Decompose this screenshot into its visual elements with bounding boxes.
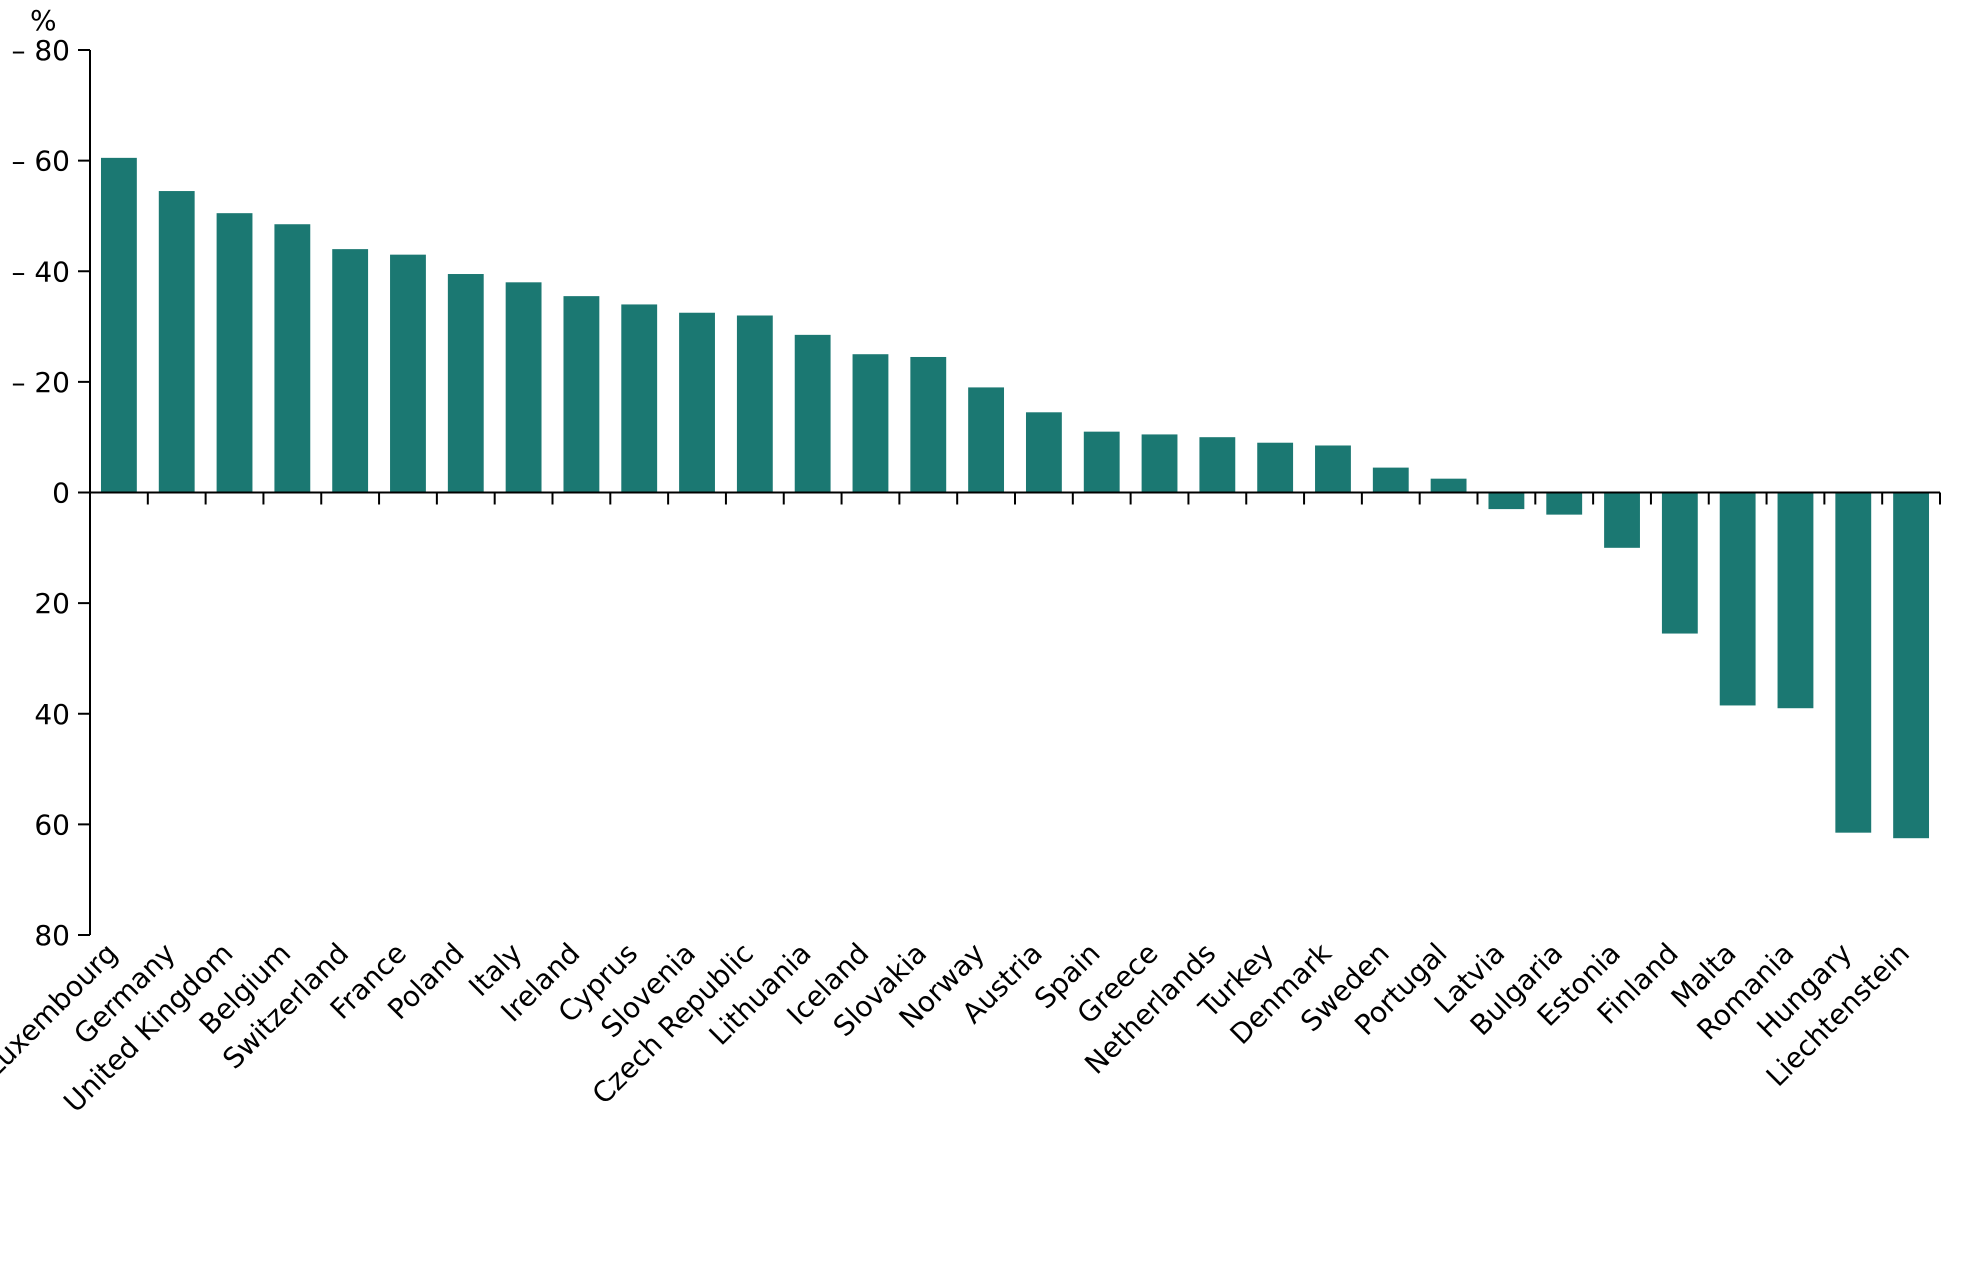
bar [448,274,484,492]
bar [1142,434,1178,492]
bar [1026,412,1062,492]
bar [1431,479,1467,493]
y-tick-label: 80 [34,919,70,952]
bar [795,335,831,493]
chart-container: – 80– 60– 40– 20020406080LuxembourgGerma… [0,0,1964,1261]
bar [563,296,599,492]
y-tick-label: – 80 [11,34,70,67]
y-tick-label: 40 [34,698,70,731]
bar [1893,493,1929,839]
bar [1373,468,1409,493]
bar [1315,445,1351,492]
y-tick-label: – 20 [11,366,70,399]
y-axis-unit-label: % [30,4,57,37]
bar [1199,437,1235,492]
bar [737,316,773,493]
bar [1720,493,1756,706]
y-tick-label: 0 [52,477,70,510]
bar [1604,493,1640,548]
y-tick-label: – 60 [11,145,70,178]
y-tick-label: 20 [34,587,70,620]
bar [679,313,715,493]
bar [390,255,426,493]
y-tick-label: 60 [34,808,70,841]
bar [853,354,889,492]
bar [1662,493,1698,634]
bar [1546,493,1582,515]
bar [506,282,542,492]
y-tick-label: – 40 [11,255,70,288]
bar [159,191,195,492]
bar [217,213,253,492]
bar-chart-svg: – 80– 60– 40– 20020406080LuxembourgGerma… [0,0,1964,1261]
bar [968,387,1004,492]
bar [274,224,310,492]
bar [332,249,368,492]
bar [1084,432,1120,493]
bar [621,304,657,492]
bar [1488,493,1524,510]
bar [1778,493,1814,709]
bar [910,357,946,493]
bar [101,158,137,493]
bar [1257,443,1293,493]
bar [1835,493,1871,833]
